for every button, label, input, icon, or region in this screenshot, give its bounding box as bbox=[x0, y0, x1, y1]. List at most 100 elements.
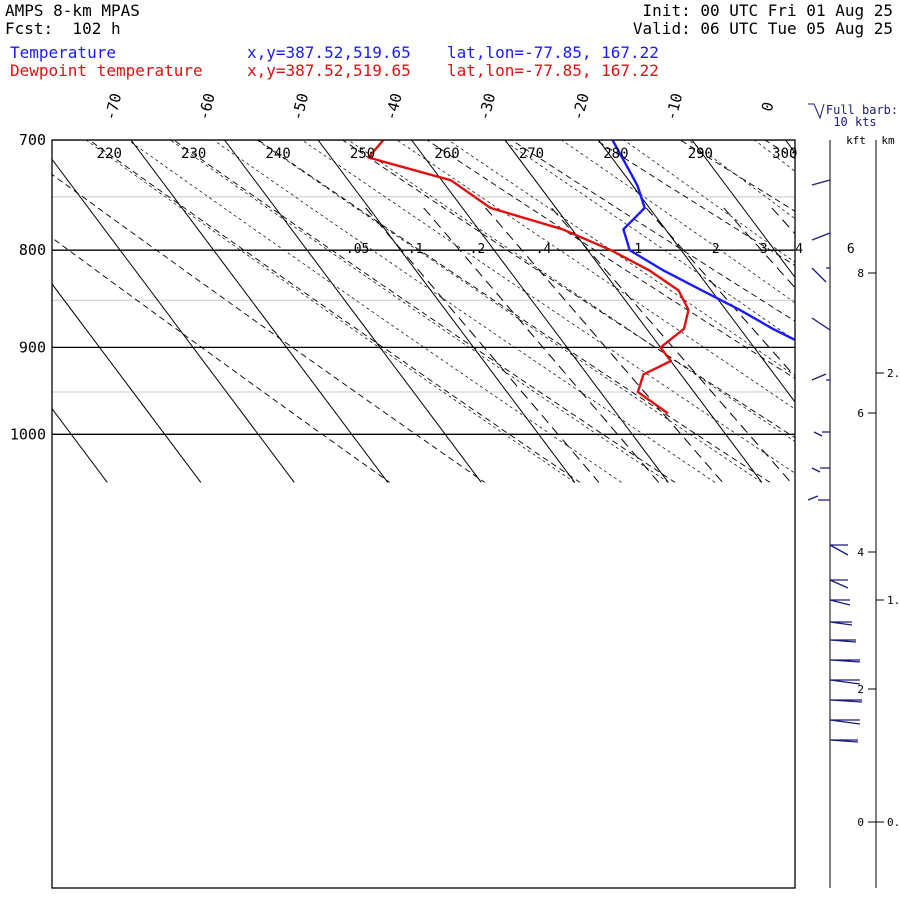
isotherm-line bbox=[691, 140, 795, 279]
moist-adiabat bbox=[212, 140, 716, 483]
mixing-ratio-label: .05 bbox=[346, 242, 369, 257]
temperature-xy: x,y=387.52,519.65 bbox=[247, 43, 411, 62]
kft-label: 6 bbox=[857, 407, 864, 420]
mixing-ratio-label: 3 bbox=[760, 242, 768, 257]
dry-adiabat bbox=[426, 140, 795, 380]
header: AMPS 8-km MPAS Fcst: 102 h Init: 00 UTC … bbox=[0, 0, 900, 90]
wind-barb bbox=[811, 467, 830, 473]
isotherm-line bbox=[504, 140, 763, 483]
forecast-hour: Fcst: 102 h bbox=[5, 19, 121, 38]
isotherm-line bbox=[317, 140, 576, 483]
dry-adiabat bbox=[88, 140, 581, 483]
isotherm-line bbox=[52, 407, 108, 483]
adiabat-label: 240 bbox=[265, 146, 290, 162]
wind-barb bbox=[813, 431, 830, 437]
moist-adiabat bbox=[301, 140, 795, 474]
kft-label: 4 bbox=[857, 546, 864, 559]
kft-label: 0 bbox=[857, 816, 864, 829]
dewpoint-xy: x,y=387.52,519.65 bbox=[247, 61, 411, 80]
pressure-label: 1000 bbox=[10, 425, 46, 443]
mixing-ratio-line bbox=[771, 207, 795, 235]
wind-barb bbox=[811, 179, 831, 186]
temperature-latlon: lat,lon=-77.85, 167.22 bbox=[447, 43, 659, 62]
moist-adiabat bbox=[347, 140, 795, 442]
mixing-ratio-label: 6 bbox=[847, 242, 855, 257]
adiabat-label: 300 bbox=[772, 146, 797, 162]
km-header: km bbox=[881, 134, 895, 147]
wind-barb bbox=[829, 719, 861, 725]
moist-adiabat bbox=[85, 140, 575, 483]
adiabat-label: 290 bbox=[688, 146, 713, 162]
isotherm-label: -60 bbox=[194, 91, 218, 122]
dry-adiabat bbox=[172, 140, 676, 483]
barb-legend-icon bbox=[808, 103, 825, 120]
wind-barb bbox=[829, 599, 851, 606]
km-label: 0. bbox=[887, 816, 900, 829]
mixing-ratio-line bbox=[485, 207, 723, 483]
isotherm-label: 0 bbox=[758, 100, 778, 113]
adiabat-label: 260 bbox=[434, 146, 459, 162]
adiabat-label: 220 bbox=[97, 146, 122, 162]
mixing-ratio-label: .4 bbox=[536, 242, 552, 257]
mixing-ratio-line bbox=[723, 207, 795, 289]
isotherm-line bbox=[130, 140, 389, 483]
legend-temperature: Temperature bbox=[10, 43, 116, 62]
wind-barb bbox=[829, 621, 853, 626]
wind-barb bbox=[829, 699, 863, 703]
adiabat-label: 270 bbox=[519, 146, 544, 162]
model-title: AMPS 8-km MPAS bbox=[5, 1, 140, 20]
dewpoint-profile bbox=[367, 140, 690, 415]
isotherm-line bbox=[598, 140, 795, 403]
mixing-ratio-label: 4 bbox=[795, 242, 803, 257]
wind-barb bbox=[829, 544, 849, 556]
dry-adiabat bbox=[510, 140, 795, 322]
mixing-ratio-line bbox=[645, 207, 795, 378]
wind-barb bbox=[829, 739, 859, 743]
pressure-label: 800 bbox=[19, 241, 46, 259]
dry-adiabat bbox=[892, 66, 900, 482]
mixing-ratio-line bbox=[859, 208, 900, 483]
dry-adiabat bbox=[52, 173, 486, 483]
isotherm-label: -40 bbox=[381, 91, 405, 122]
isotherm-line bbox=[879, 140, 900, 482]
wind-barb bbox=[829, 579, 849, 589]
moist-adiabat bbox=[396, 140, 795, 410]
isotherm-label: -30 bbox=[475, 91, 499, 122]
pressure-label: 900 bbox=[19, 338, 46, 356]
isotherm-line bbox=[785, 140, 795, 154]
adiabat-label: 250 bbox=[350, 146, 375, 162]
isotherm-line bbox=[52, 158, 295, 483]
wind-barb bbox=[811, 267, 830, 283]
plot-frame bbox=[51, 139, 796, 889]
km-label: 1. bbox=[887, 594, 900, 607]
dry-adiabat bbox=[763, 140, 795, 160]
mixing-ratio-line bbox=[423, 207, 660, 483]
grid-layer bbox=[52, 66, 900, 483]
legend-dewpoint: Dewpoint temperature bbox=[10, 61, 203, 80]
kft-header: kft bbox=[846, 134, 866, 147]
kft-label: 8 bbox=[857, 267, 864, 280]
wind-barb bbox=[829, 679, 861, 685]
moist-adiabat bbox=[447, 140, 795, 377]
dry-adiabat bbox=[257, 140, 771, 483]
dry-adiabat bbox=[341, 140, 795, 439]
pressure-label: 700 bbox=[19, 131, 46, 149]
isotherm-label: -50 bbox=[288, 91, 312, 122]
km-label: 2. bbox=[887, 367, 900, 380]
temperature-profile bbox=[611, 140, 795, 342]
adiabat-label: 280 bbox=[603, 146, 628, 162]
wind-barb bbox=[811, 317, 831, 331]
wind-barb bbox=[811, 373, 830, 381]
isotherm-label: -10 bbox=[662, 91, 686, 122]
dry-adiabat bbox=[679, 140, 795, 212]
moist-adiabat bbox=[127, 140, 622, 483]
moist-adiabat bbox=[753, 140, 795, 172]
adiabat-label: 230 bbox=[181, 146, 206, 162]
mixing-ratio-line bbox=[365, 207, 600, 483]
isotherm-line bbox=[224, 140, 482, 483]
barb-legend-value: 10 kts bbox=[833, 115, 876, 129]
init-time: Init: 00 UTC Fri 01 Aug 25 bbox=[642, 1, 893, 20]
dry-adiabat bbox=[52, 237, 390, 483]
kft-label: 2 bbox=[857, 683, 864, 696]
